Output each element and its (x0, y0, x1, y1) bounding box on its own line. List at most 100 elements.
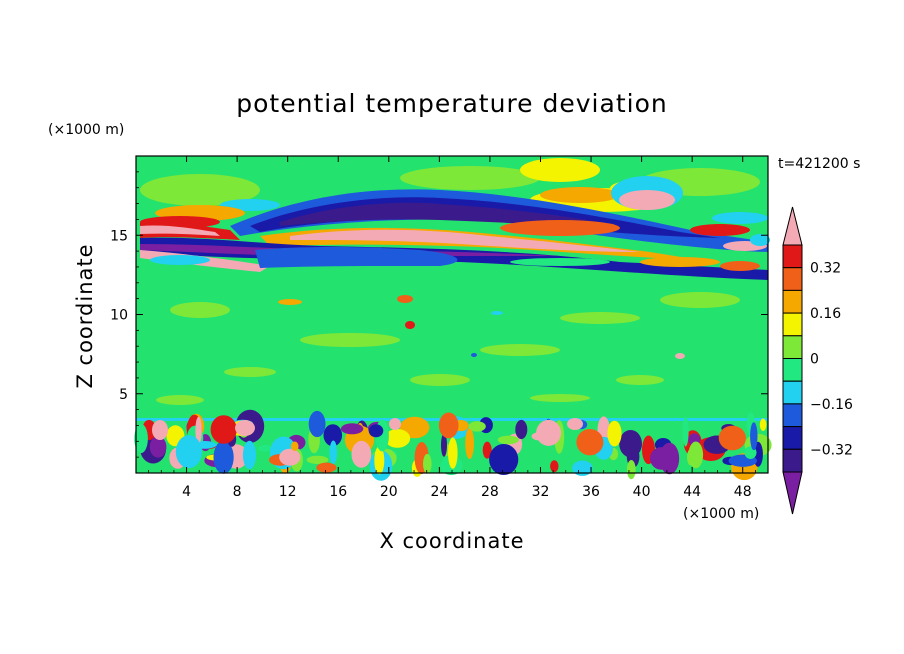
boundary-patch (497, 435, 519, 445)
field-patch (278, 299, 302, 305)
field-patch (170, 302, 230, 318)
y-tick-label: 15 (110, 228, 128, 244)
boundary-patch (242, 440, 257, 470)
field-patch (397, 295, 413, 303)
time-label: t=421200 s (778, 156, 860, 172)
boundary-patch (536, 419, 562, 446)
colorbar-tick-label: −0.32 (810, 442, 853, 458)
field-patch (520, 158, 600, 182)
boundary-patch (688, 441, 704, 469)
field-patch (480, 344, 560, 356)
boundary-patch (316, 462, 337, 473)
colorbar-tick-label: 0.32 (810, 261, 841, 277)
boundary-patch (329, 440, 338, 465)
field-patch (156, 395, 204, 405)
boundary-patch (423, 453, 432, 474)
field-patch (619, 190, 675, 210)
boundary-patch (607, 420, 622, 447)
boundary-patch (441, 433, 447, 457)
field-band (255, 247, 458, 268)
x-tick-label: 40 (633, 484, 651, 500)
field-patch (491, 311, 503, 315)
boundary-patch (279, 448, 301, 466)
field-patch (712, 212, 768, 224)
field-patch (530, 394, 590, 402)
plot-area (134, 155, 772, 481)
field-patch (152, 420, 168, 440)
chart-title: potential temperature deviation (236, 89, 667, 118)
field-patch (471, 353, 477, 357)
boundary-patch (489, 444, 519, 475)
x-tick-label: 36 (582, 484, 600, 500)
field-patch (675, 353, 685, 359)
field-patch (300, 333, 400, 347)
colorbar-box (782, 267, 803, 291)
boundary-patch (290, 441, 299, 451)
boundary-patch (515, 419, 528, 440)
field-band (280, 202, 620, 226)
field-patch (224, 367, 276, 377)
temperature-field (134, 158, 772, 481)
colorbar-box (782, 426, 803, 450)
x-axis-label: X coordinate (379, 529, 524, 553)
field-patch (560, 312, 640, 324)
boundary-patch (750, 422, 758, 451)
field-patch (150, 255, 210, 265)
boundary-patch (340, 423, 364, 435)
boundary-patch (482, 441, 492, 459)
boundary-patch (619, 430, 642, 458)
colorbar-top-arrow (782, 206, 803, 246)
x-tick-label: 8 (233, 484, 242, 500)
boundary-patch (368, 424, 384, 438)
colorbar-box (782, 289, 803, 314)
field-patch (660, 292, 740, 308)
x-tick-label: 28 (481, 484, 499, 500)
boundary-patch (550, 460, 559, 473)
boundary-patch (759, 418, 767, 431)
boundary-patch (465, 427, 474, 459)
y-tick-label: 5 (119, 387, 128, 403)
boundary-patch (134, 423, 148, 454)
colorbar-bottom-arrow (782, 471, 803, 515)
x-tick-label: 44 (683, 484, 701, 500)
field-patch (140, 174, 260, 206)
x-tick-label: 48 (734, 484, 752, 500)
field-patch (405, 321, 415, 329)
boundary-patch (448, 437, 458, 469)
colorbar-tick-label: 0 (810, 352, 819, 368)
x-tick-label: 4 (182, 484, 191, 500)
x-tick-label: 24 (430, 484, 448, 500)
field-patch (616, 375, 664, 385)
field-band (140, 225, 220, 236)
boundary-patch (258, 445, 272, 452)
field-patch (400, 166, 540, 190)
colorbar-tick-label: 0.16 (810, 306, 841, 322)
field-patch (750, 234, 770, 246)
boundary-patch (576, 429, 604, 456)
boundary-patch (323, 424, 343, 447)
colorbar-box (782, 312, 803, 337)
colorbar: 0.32 0.16 0 −0.16 −0.32 (782, 206, 853, 515)
x-tick-label: 32 (532, 484, 550, 500)
boundary-patch (175, 435, 202, 469)
field-patch (510, 258, 610, 266)
field-patch (720, 261, 760, 271)
colorbar-box (782, 335, 803, 359)
field-patch (640, 257, 720, 267)
field-band (140, 244, 560, 256)
boundary-patch (384, 429, 411, 448)
field-patch (235, 420, 255, 436)
boundary-patch (308, 410, 326, 438)
field-band (290, 229, 640, 252)
colorbar-box (782, 380, 803, 405)
y-axis-label: Z coordinate (73, 243, 97, 388)
y-unit-label: (×1000 m) (48, 122, 124, 138)
colorbar-box (782, 358, 803, 382)
field-patch (690, 224, 750, 236)
x-tick-label: 16 (329, 484, 347, 500)
boundary-patch (626, 460, 636, 480)
boundary-patch (149, 436, 167, 458)
boundary-patch (210, 415, 237, 444)
colorbar-box (782, 448, 803, 473)
x-unit-label: (×1000 m) (683, 506, 759, 522)
